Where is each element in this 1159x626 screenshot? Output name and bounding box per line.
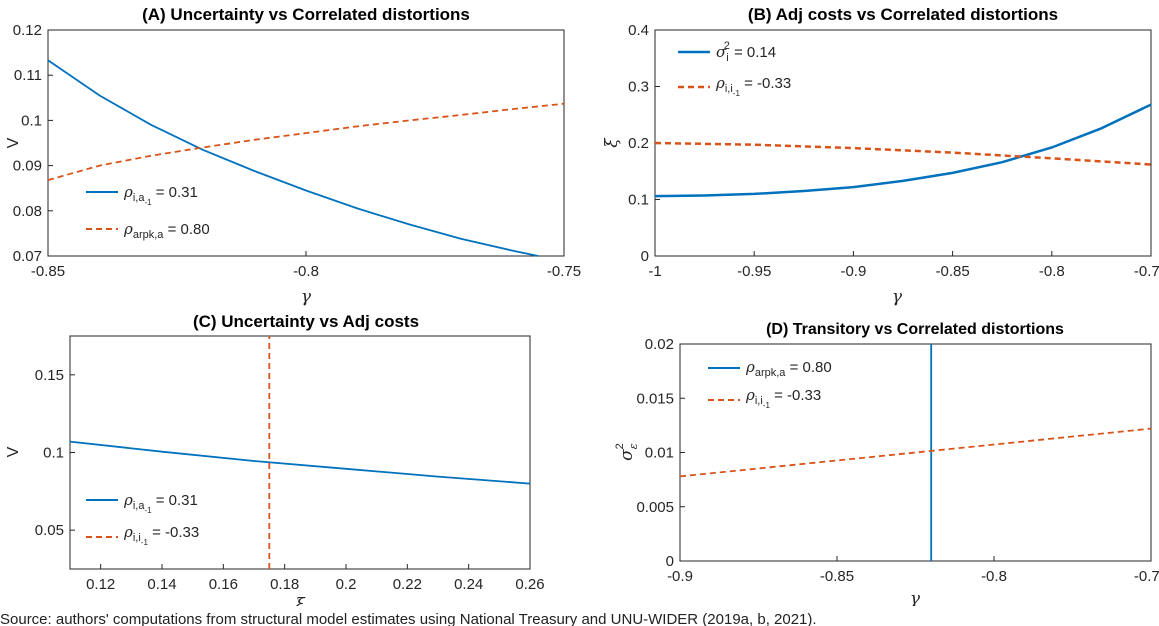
panel-b-ytick-label: 0.1: [628, 192, 649, 209]
panel-c-xtick-label: 0.16: [209, 576, 238, 593]
panel-d-xtick-label: -0.8: [981, 568, 1007, 585]
panel-b-xtick-label: -0.85: [935, 263, 969, 280]
panel-a-axes-box: [47, 29, 565, 257]
panel-a-ytick-label: 0.07: [13, 248, 42, 265]
panel-d-ylabel: σε2: [614, 443, 640, 461]
panel-b-legend-label-2: ρi,i-1 = -0.33: [715, 74, 791, 98]
panel-b-ytick-label: 0: [641, 248, 649, 265]
panel-a-title: (A) Uncertainty vs Correlated distortion…: [142, 5, 470, 24]
panel-c-legend-label-1: ρi,a-1 = 0.31: [123, 491, 198, 515]
panel-a-xtick-label: -0.75: [547, 263, 581, 280]
panel-a-ytick-label: 0.11: [14, 67, 42, 84]
panel-d-xlabel: γ: [910, 589, 921, 606]
panel-d-ytick-label: 0.005: [636, 499, 674, 516]
panel-a-ticks: -0.85 -0.8 -0.75 0.07 0.08 0.09 0.1 0.11 0.12: [13, 22, 581, 280]
panel-c-ytick-label: 0.1: [43, 445, 64, 462]
panel-d-xtick-label: -0.9: [667, 568, 693, 585]
panel-c-xtick-label: 0.18: [270, 576, 299, 593]
panel-b-ytick-label: 0.4: [628, 22, 649, 39]
panel-c-ytick-label: 0.05: [35, 522, 64, 539]
panel-a-xlabel: γ: [301, 287, 312, 307]
panel-b-axes-box: [654, 29, 1152, 257]
panel-a-series-correlated: [47, 59, 539, 257]
panel-a-xtick-label: -0.8: [293, 263, 319, 280]
panel-b: (B) Adj costs vs Correlated distortions …: [602, 5, 1159, 307]
panel-b-xtick-label: -0.75: [1134, 263, 1159, 280]
panel-c-xtick-label: 0.12: [86, 576, 115, 593]
panel-d-xtick-label: -0.75: [1134, 568, 1159, 585]
panel-b-xtick-label: -0.9: [840, 263, 866, 280]
panel-d-ytick-label: 0.02: [645, 336, 674, 353]
panel-c-legend-label-2: ρi,i-1 = -0.33: [123, 523, 199, 547]
panel-d-legend: ρarpk,a = 0.80 ρi,i-1 = -0.33: [708, 358, 832, 410]
panel-b-legend: σi2 = 0.14 ρi,i-1 = -0.33: [678, 40, 791, 98]
panel-b-legend-label-1: σi2 = 0.14: [716, 40, 776, 64]
panel-d-series-rho: [679, 427, 1152, 478]
source-caption: Source: authors' computations from struc…: [0, 611, 817, 626]
panel-d: (D) Transitory vs Correlated distortions…: [614, 321, 1159, 606]
panel-c-ylabel: V: [5, 446, 22, 457]
panel-c-ytick-label: 0.15: [35, 367, 64, 384]
panel-c-xtick-label: 0.14: [147, 576, 176, 593]
panel-a: (A) Uncertainty vs Correlated distortion…: [5, 5, 581, 307]
panel-b-series-rho: [654, 141, 1152, 166]
panel-d-legend-label-1: ρarpk,a = 0.80: [745, 358, 832, 379]
panel-b-xtick-label: -1: [648, 263, 661, 280]
panel-a-legend-label-1: ρi,a-1 = 0.31: [123, 183, 198, 207]
panel-b-xtick-label: -0.8: [1039, 263, 1065, 280]
panel-d-ytick-label: 0.01: [645, 445, 674, 462]
panel-c-ticks: 0.12 0.14 0.16 0.18 0.2 0.22 0.24 0.26 0.05 0.1 0.…: [35, 367, 545, 593]
panel-c-xtick-label: 0.2: [336, 576, 357, 593]
panel-c-xlabel: ξ: [295, 595, 306, 606]
panel-a-ytick-label: 0.08: [13, 203, 42, 220]
panel-c-title: (C) Uncertainty vs Adj costs: [193, 312, 419, 331]
panel-a-ytick-label: 0.09: [13, 158, 42, 175]
panel-d-legend-label-2: ρi,i-1 = -0.33: [745, 386, 821, 410]
panel-c-legend: ρi,a-1 = 0.31 ρi,i-1 = -0.33: [86, 491, 199, 547]
panel-b-xtick-label: -0.95: [737, 263, 771, 280]
panel-d-title: (D) Transitory vs Correlated distortions: [766, 321, 1064, 338]
panel-a-xtick-label: -0.85: [31, 263, 65, 280]
panel-d-ytick-label: 0.015: [636, 390, 674, 407]
panel-c-axes-box: [69, 335, 531, 570]
panel-b-ytick-label: 0.2: [628, 135, 649, 152]
panel-c-xtick-label: 0.26: [515, 576, 544, 593]
panel-d-ytick-label: 0: [666, 553, 674, 570]
panel-a-ylabel: V: [5, 137, 22, 148]
panel-a-legend-label-2: ρarpk,a = 0.80: [123, 220, 210, 241]
panel-c-xtick-label: 0.22: [393, 576, 422, 593]
panel-a-series-arpk: [47, 102, 565, 181]
panel-a-legend: ρi,a-1 = 0.31 ρarpk,a = 0.80: [86, 183, 210, 241]
panel-d-xtick-label: -0.85: [820, 568, 854, 585]
panel-d-ticks: -0.9 -0.85 -0.8 -0.75 0 0.005 0.01 0.015 0.02: [636, 336, 1159, 585]
figure: (A) Uncertainty vs Correlated distortion…: [5, 5, 1159, 606]
panel-c-xtick-label: 0.24: [454, 576, 483, 593]
panel-b-title: (B) Adj costs vs Correlated distortions: [748, 5, 1058, 24]
panel-b-xlabel: γ: [892, 287, 903, 307]
panel-b-ytick-label: 0.3: [628, 79, 649, 96]
panel-b-series-sigma: [654, 103, 1152, 198]
panel-a-ytick-label: 0.12: [13, 22, 42, 39]
panel-c-series-correlated: [69, 440, 531, 485]
panel-d-axes-box: [679, 343, 1152, 562]
panel-b-ticks: -1 -0.95 -0.9 -0.85 -0.8 -0.75 0 0.1 0.2 0.3 0.4: [628, 22, 1159, 280]
panel-b-ylabel: ξ: [602, 137, 622, 148]
panel-a-ytick-label: 0.1: [21, 112, 42, 129]
panel-c: (C) Uncertainty vs Adj costs 0.12 0.14 0.1…: [5, 312, 545, 606]
